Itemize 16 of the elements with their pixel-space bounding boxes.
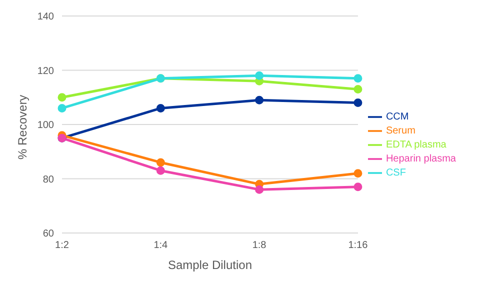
legend-label: CCM	[386, 111, 409, 122]
x-tick-label: 1:16	[348, 240, 368, 252]
y-tick-label: 80	[42, 174, 54, 186]
y-tick-label: 60	[42, 228, 54, 240]
legend-label: Heparin plasma	[386, 153, 456, 164]
y-axis-title: % Recovery	[15, 94, 30, 160]
legend-label: EDTA plasma	[386, 139, 446, 150]
legend-label: CSF	[386, 167, 406, 178]
y-tick-label: 120	[37, 66, 54, 77]
x-tick-label: 1:8	[252, 240, 267, 252]
x-tick-label: 1:2	[55, 240, 70, 252]
legend-label: Serum	[386, 125, 416, 136]
y-tick-label: 140	[37, 12, 54, 23]
x-tick-label: 1:4	[154, 240, 168, 252]
x-axis-title: Sample Dilution	[168, 258, 252, 272]
y-tick-label: 100	[37, 120, 54, 132]
